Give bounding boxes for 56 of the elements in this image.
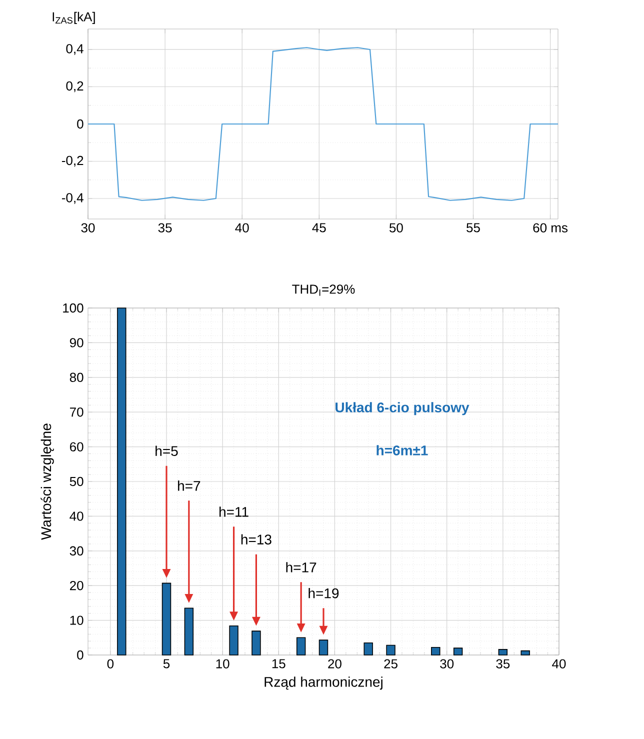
bar — [364, 642, 373, 656]
x-tick-label: 40 — [552, 659, 566, 668]
bar — [498, 649, 508, 656]
x-tick-label: 35 — [158, 223, 172, 232]
x-tick-label: 50 — [389, 223, 403, 232]
bar — [520, 650, 530, 656]
y-axis-title: Wartości względne — [40, 424, 54, 540]
x-tick-label: 5 — [163, 659, 170, 668]
y-tick-label: 0 — [77, 119, 84, 129]
y-tick-label: 100 — [63, 303, 84, 313]
y-tick-label: 10 — [70, 616, 84, 625]
bar — [184, 608, 194, 656]
x-tick-label: 0 — [107, 659, 114, 668]
x-axis-title: Rząd harmonicznej — [264, 676, 382, 690]
x-tick-label: 45 — [312, 223, 326, 232]
y-tick-label: -0,4 — [62, 193, 84, 204]
y-tick-label: 0,2 — [66, 81, 84, 92]
annotation: h=5 — [156, 446, 178, 456]
bar — [318, 640, 328, 656]
x-tick-label: 55 — [466, 223, 480, 232]
y-tick-label: 90 — [70, 338, 84, 348]
bar — [252, 630, 261, 656]
bar — [296, 637, 306, 656]
x-tick-label: 30 — [440, 659, 454, 668]
annotation: h=17 — [286, 562, 316, 572]
y-tick-label: 20 — [70, 580, 84, 590]
x-tick-label: 60 ms — [533, 223, 568, 232]
y-tick-label: 80 — [70, 372, 84, 382]
annotation: h=7 — [178, 480, 200, 491]
bar — [453, 648, 463, 656]
y-tick-label: 0,4 — [66, 44, 84, 55]
y-tick-label: 70 — [70, 407, 84, 417]
bar — [386, 644, 396, 656]
bar — [229, 625, 238, 656]
bar — [162, 582, 172, 656]
bar — [431, 646, 440, 656]
x-tick-label: 20 — [328, 659, 342, 668]
x-tick-label: 35 — [496, 659, 510, 668]
y-axis-title: I$_{ZAS}$[kA] — [52, 12, 95, 24]
y-tick-label: -0,2 — [62, 156, 84, 167]
y-tick-label: 60 — [70, 442, 84, 452]
annotation: h=6m±1 — [376, 445, 428, 456]
x-tick-label: 15 — [272, 659, 286, 668]
annotation: h=11 — [220, 506, 248, 517]
y-tick-label: 40 — [70, 512, 84, 521]
y-tick-label: 30 — [70, 546, 84, 556]
chart-title: THD$_{I}$=29% — [292, 284, 355, 296]
annotation: Układ 6-cio pulsowy — [336, 402, 470, 416]
bar — [117, 308, 126, 656]
annotation: h=19 — [308, 588, 339, 598]
x-tick-label: 25 — [384, 659, 398, 668]
x-tick-label: 10 — [216, 659, 230, 668]
y-tick-label: 0 — [77, 650, 84, 660]
x-tick-label: 40 — [235, 223, 249, 232]
annotation: h=13 — [241, 534, 272, 544]
y-tick-label: 50 — [70, 476, 84, 486]
